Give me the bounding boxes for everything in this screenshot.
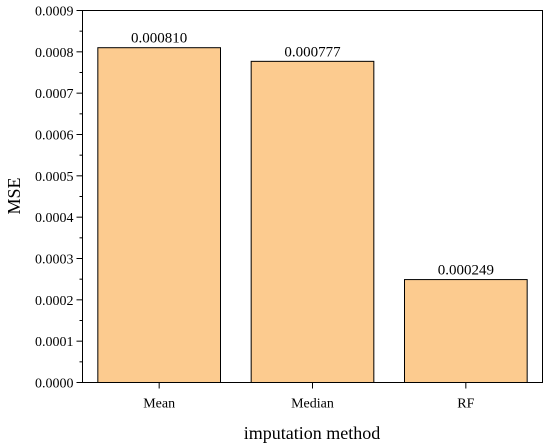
y-tick-label: 0.0006 bbox=[35, 129, 74, 144]
x-tick-label-median: Median bbox=[291, 397, 334, 412]
y-tick-label: 0.0000 bbox=[35, 377, 74, 392]
data-label-mean: 0.000810 bbox=[131, 31, 187, 47]
y-tick-label: 0.0001 bbox=[35, 335, 74, 350]
y-tick-label: 0.0005 bbox=[35, 170, 74, 185]
x-axis: Mean Median RF bbox=[143, 382, 475, 412]
y-tick-label: 0.0004 bbox=[35, 211, 74, 226]
x-tick-label-rf: RF bbox=[457, 397, 474, 412]
y-tick-label: 0.0007 bbox=[35, 87, 74, 102]
x-tick-label-mean: Mean bbox=[143, 397, 175, 412]
x-axis-title: imputation method bbox=[244, 423, 381, 443]
y-tick-label: 0.0002 bbox=[35, 294, 74, 309]
y-axis: 0.0000 0.0001 0.0002 0.0003 0.0004 0.0005 0.00… bbox=[35, 5, 83, 392]
bar-median bbox=[250, 60, 375, 384]
y-axis-title: MSE bbox=[4, 177, 24, 214]
y-tick-label: 0.0008 bbox=[35, 46, 74, 61]
data-labels-group: 0.000810 0.000777 0.000249 bbox=[131, 31, 494, 279]
y-tick-label: 0.0003 bbox=[35, 253, 74, 268]
bars-group bbox=[97, 47, 528, 384]
bar-rf bbox=[404, 279, 528, 383]
data-label-median: 0.000777 bbox=[284, 44, 341, 60]
bar-mean bbox=[97, 47, 221, 383]
data-label-rf: 0.000249 bbox=[438, 263, 494, 279]
y-tick-label: 0.0009 bbox=[35, 5, 74, 20]
